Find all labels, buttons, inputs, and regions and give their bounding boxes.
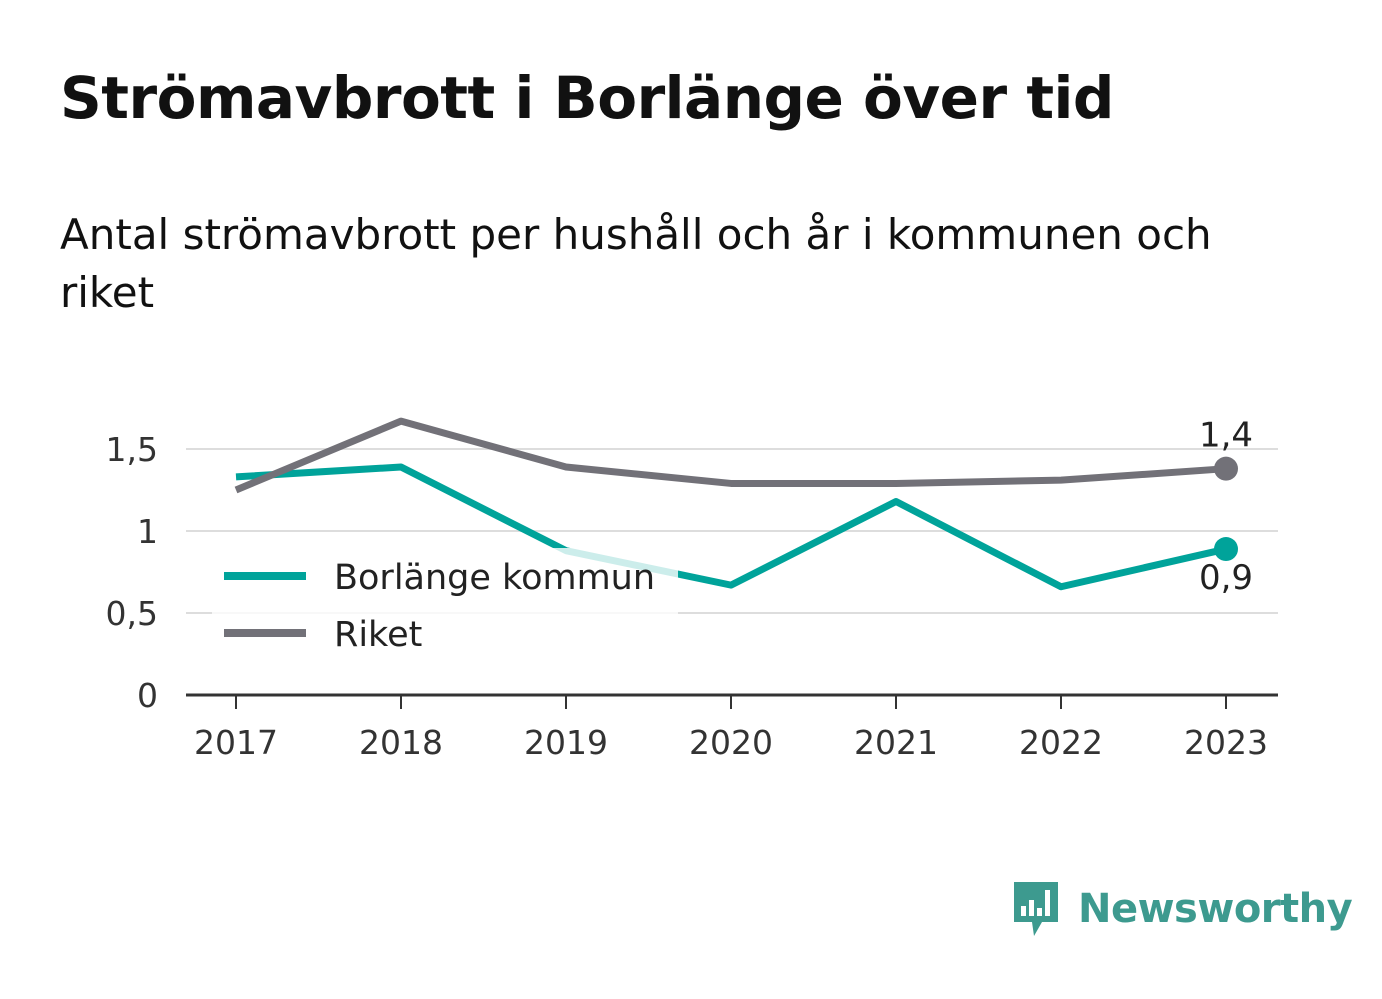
series-line-riket	[234, 417, 1227, 494]
brand-name: Newsworthy	[1078, 886, 1353, 932]
newsworthy-chart-icon	[1014, 882, 1058, 936]
end-value-label: 0,9	[1199, 558, 1253, 598]
x-tick-label: 2023	[1184, 723, 1268, 762]
end-value-label: 1,4	[1199, 416, 1253, 456]
newsworthy-logo: Newsworthy	[1010, 878, 1353, 940]
x-axis: 2017 2018 2019 2020 2021 2022 2023	[186, 693, 1278, 762]
y-axis: 0 0,5 1 1,5	[106, 430, 158, 715]
series-line-borlange	[235, 463, 1227, 591]
y-tick-label: 1	[137, 512, 158, 551]
series-lines	[234, 417, 1227, 591]
legend-label: Borlänge kommun	[334, 558, 655, 598]
y-tick-label: 0	[137, 676, 158, 715]
x-tick-label: 2019	[524, 723, 608, 762]
x-tick-label: 2022	[1019, 723, 1103, 762]
legend: Borlänge kommun Riket	[212, 548, 678, 666]
end-points: 0,9 1,4	[1199, 416, 1253, 598]
end-point-marker	[1214, 537, 1238, 562]
x-tick-label: 2020	[689, 723, 773, 762]
x-tick-label: 2018	[359, 723, 443, 762]
y-tick-label: 0,5	[106, 594, 158, 633]
y-tick-label: 1,5	[106, 430, 158, 469]
chart-subtitle: Antal strömavbrott per hushåll och år i …	[60, 210, 1212, 317]
x-tick-label: 2021	[854, 723, 938, 762]
end-point-marker	[1214, 456, 1238, 481]
x-tick-label: 2017	[194, 723, 278, 762]
chart-title: Strömavbrott i Borlänge över tid	[60, 64, 1114, 132]
legend-label: Riket	[334, 615, 422, 655]
legend-background	[212, 548, 678, 666]
